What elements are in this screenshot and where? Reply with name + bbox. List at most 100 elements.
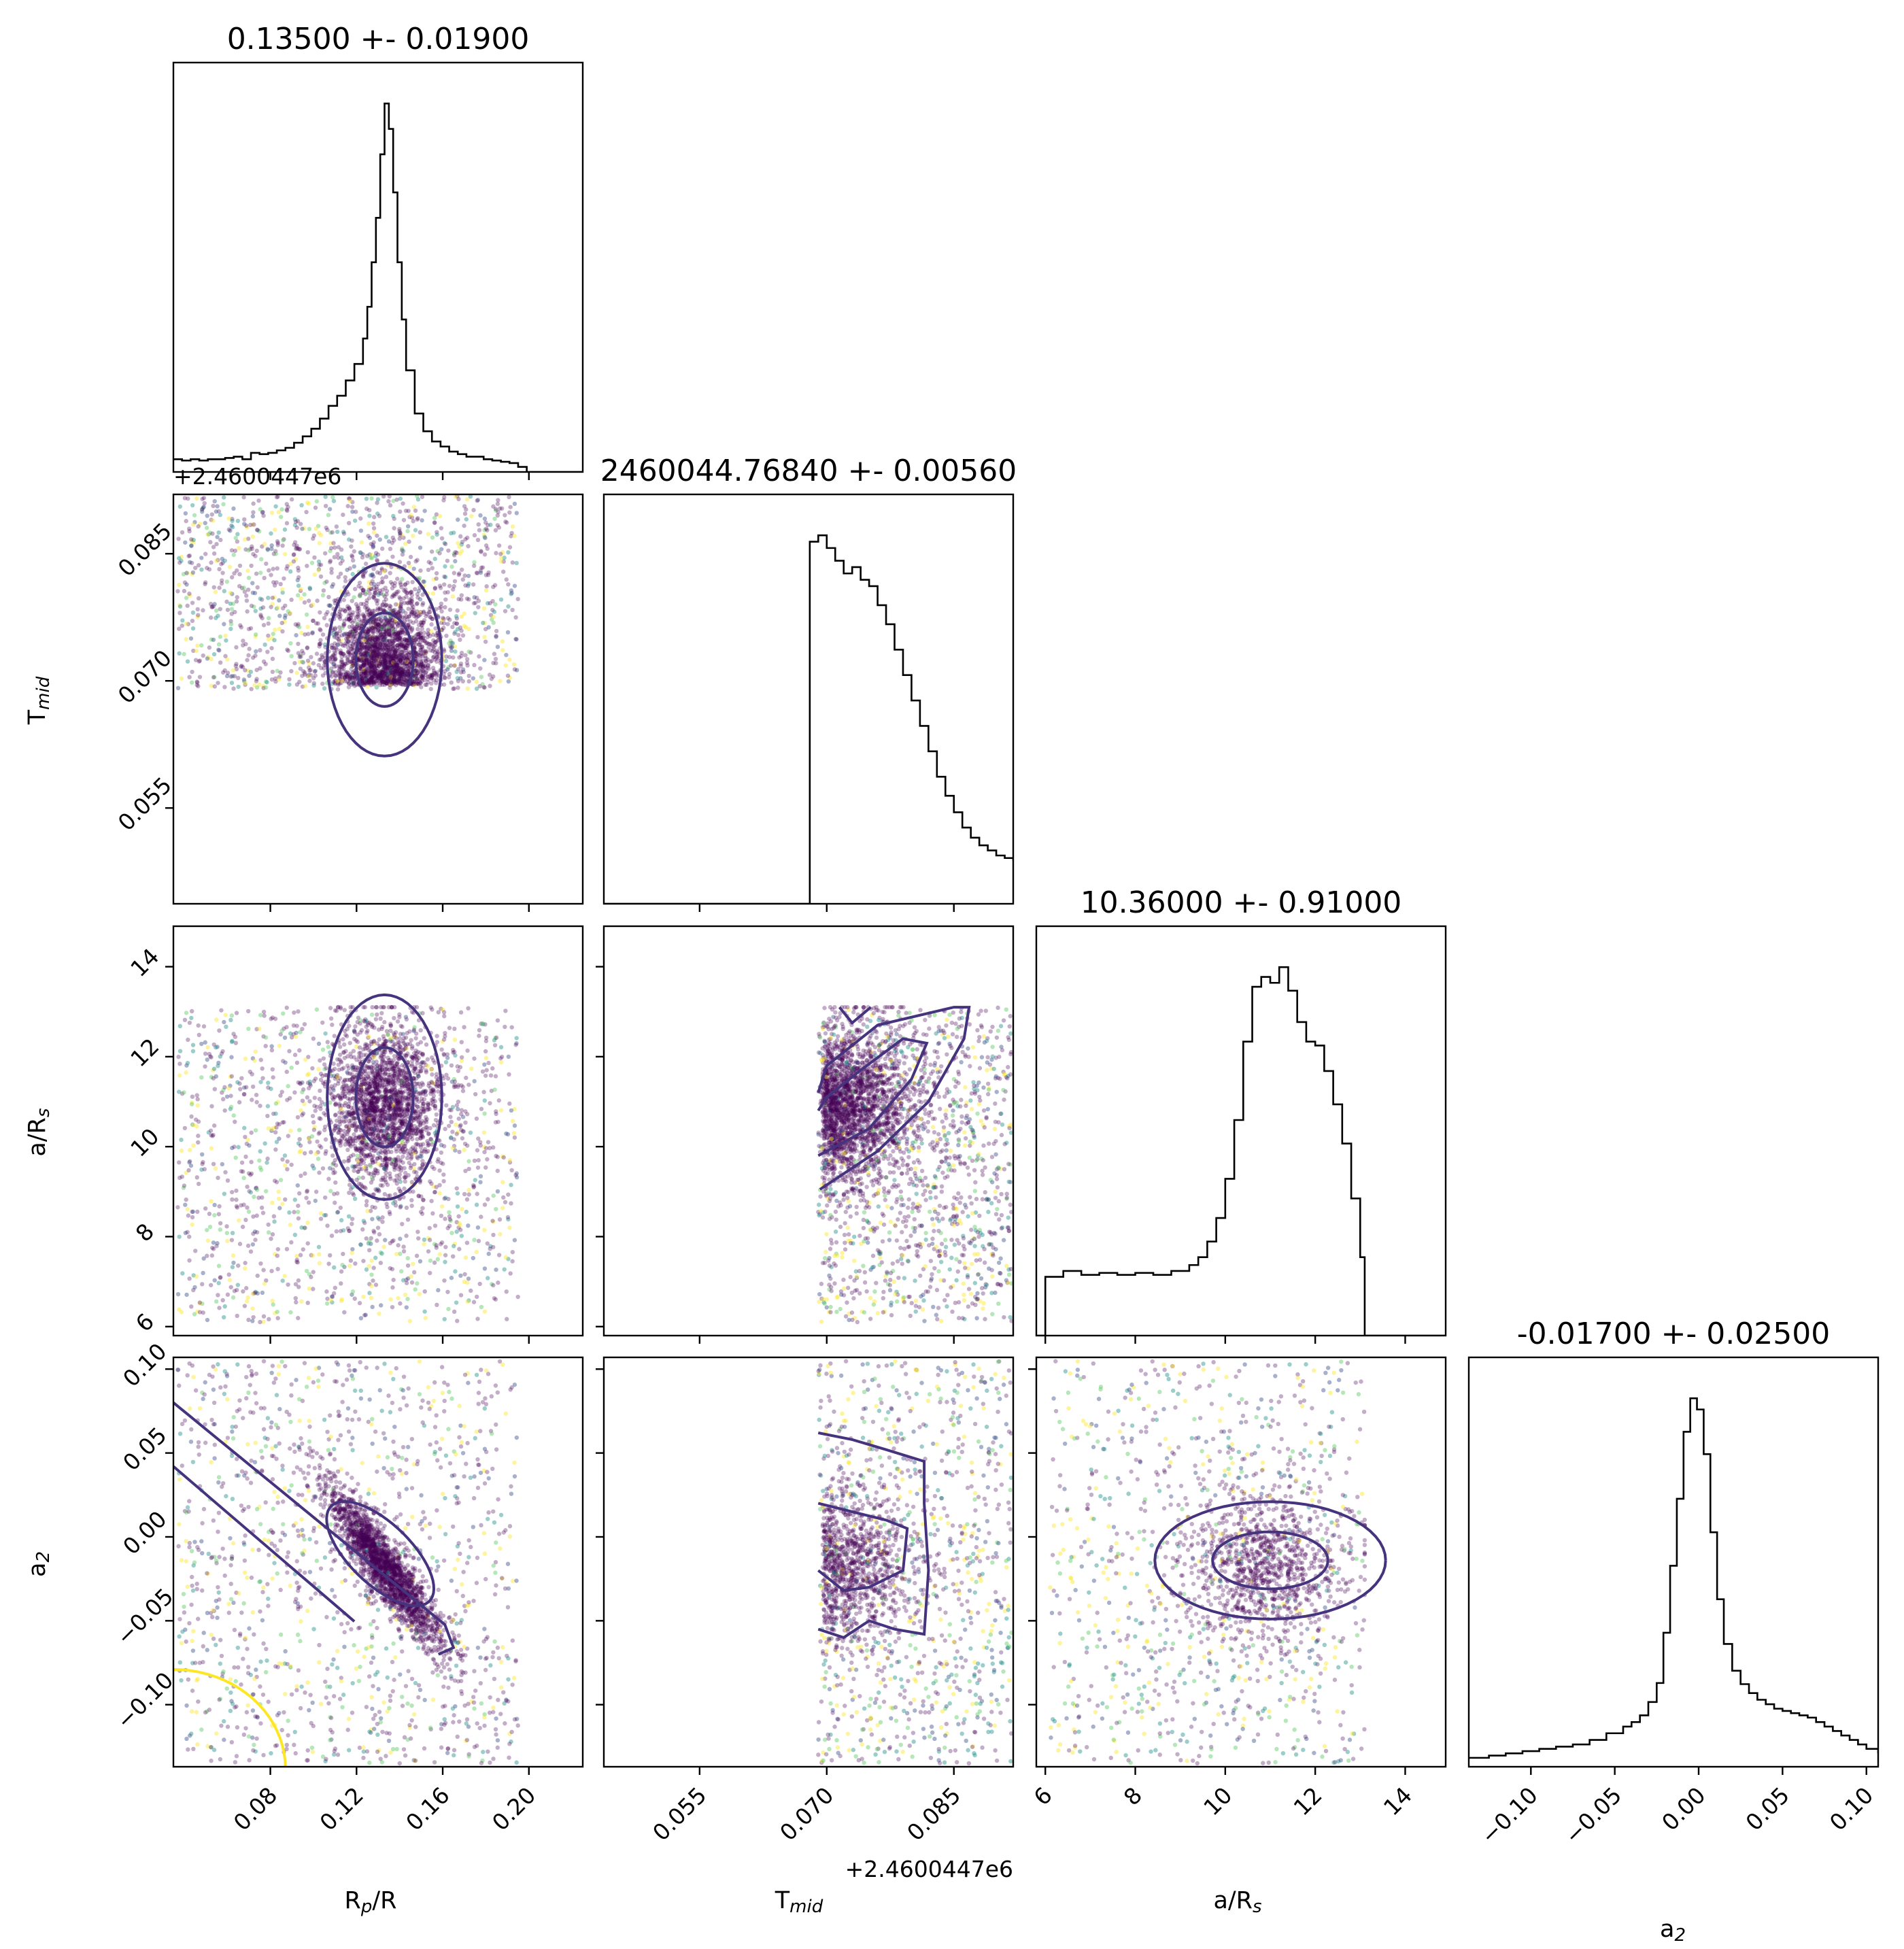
sample-point xyxy=(339,651,343,656)
sample-point xyxy=(273,679,278,684)
sample-point xyxy=(487,673,492,677)
sample-point xyxy=(194,683,199,688)
sample-point xyxy=(430,591,436,596)
y-tick-label: 0.055 xyxy=(113,772,177,836)
sample-point xyxy=(459,650,464,656)
sample-point xyxy=(431,647,437,651)
sample-point xyxy=(482,528,487,532)
sample-point xyxy=(398,611,403,616)
sample-point xyxy=(296,1216,301,1221)
sample-point xyxy=(326,603,331,608)
sample-point xyxy=(339,672,344,677)
sample-point xyxy=(420,668,425,673)
sample-point xyxy=(387,658,392,664)
sample-point xyxy=(254,528,260,532)
sample-point xyxy=(443,1253,448,1257)
sample-point xyxy=(390,1285,395,1290)
sample-point xyxy=(190,1222,194,1227)
sample-point xyxy=(428,1258,433,1263)
sample-point xyxy=(317,530,322,535)
sample-point xyxy=(459,542,464,547)
sample-point xyxy=(466,1276,471,1281)
sample-point xyxy=(391,498,396,503)
sample-point xyxy=(420,664,425,668)
sample-point xyxy=(265,680,269,685)
sample-point xyxy=(394,592,398,596)
sample-point xyxy=(294,1300,299,1305)
sample-point xyxy=(239,625,244,630)
sample-point xyxy=(402,615,407,620)
sample-point xyxy=(328,1006,333,1011)
sample-point xyxy=(302,1021,307,1027)
sample-point xyxy=(339,633,345,638)
sample-point xyxy=(452,583,456,589)
sample-point xyxy=(177,1023,183,1029)
sample-point xyxy=(455,676,460,681)
sample-point xyxy=(371,566,376,571)
sample-point xyxy=(405,643,410,647)
sample-point xyxy=(465,1299,470,1304)
sample-point xyxy=(458,534,463,539)
sample-point xyxy=(286,1134,291,1138)
sample-point xyxy=(221,1315,226,1320)
sample-point xyxy=(185,603,190,608)
sample-point xyxy=(396,668,401,674)
sample-point xyxy=(398,634,403,639)
sample-point xyxy=(488,600,492,606)
sample-point xyxy=(431,638,436,643)
sample-point xyxy=(374,598,379,603)
sample-point xyxy=(223,1170,228,1174)
sample-point xyxy=(462,1272,467,1276)
sample-point xyxy=(362,653,367,658)
sample-point xyxy=(413,528,418,532)
sample-point xyxy=(373,668,378,673)
sample-point xyxy=(243,668,248,673)
sample-point xyxy=(421,610,426,615)
sample-point xyxy=(231,686,236,691)
sample-point xyxy=(367,673,373,678)
sample-point xyxy=(278,514,284,520)
sample-point xyxy=(333,681,337,685)
sample-point xyxy=(243,1134,248,1140)
sample-point xyxy=(375,663,379,668)
sample-point xyxy=(373,659,379,664)
sample-point xyxy=(356,605,361,611)
sample-point xyxy=(420,623,425,628)
sample-point xyxy=(435,1302,439,1308)
sample-point xyxy=(209,1146,214,1151)
sample-point xyxy=(270,1298,275,1304)
sample-point xyxy=(377,656,381,661)
sample-point xyxy=(463,583,468,588)
sample-point xyxy=(358,1316,364,1321)
sample-point xyxy=(452,551,456,556)
sample-point xyxy=(358,550,362,555)
sample-point xyxy=(181,572,186,577)
sample-point xyxy=(258,571,263,575)
sample-point xyxy=(369,611,374,616)
sample-point xyxy=(469,1288,473,1293)
sample-point xyxy=(403,664,408,668)
sample-point xyxy=(177,651,182,656)
sample-point xyxy=(435,652,439,657)
sample-point xyxy=(407,539,411,544)
sample-point xyxy=(353,1261,358,1266)
sample-point xyxy=(368,656,373,661)
sample-point xyxy=(350,1247,355,1252)
sample-point xyxy=(334,524,339,529)
sample-point xyxy=(190,618,195,624)
sample-point xyxy=(368,555,373,560)
sample-point xyxy=(510,1119,515,1123)
sample-point xyxy=(439,605,443,609)
sample-point xyxy=(269,546,274,552)
sample-point xyxy=(371,630,375,635)
sample-point xyxy=(222,1019,226,1025)
sample-point xyxy=(269,510,275,515)
sample-point xyxy=(462,624,466,628)
sample-point xyxy=(275,605,280,610)
sample-point xyxy=(400,662,405,667)
sample-point xyxy=(236,1145,241,1150)
sample-point xyxy=(273,527,277,532)
sample-point xyxy=(405,656,410,661)
sample-point xyxy=(420,672,426,677)
sample-point xyxy=(384,681,389,685)
